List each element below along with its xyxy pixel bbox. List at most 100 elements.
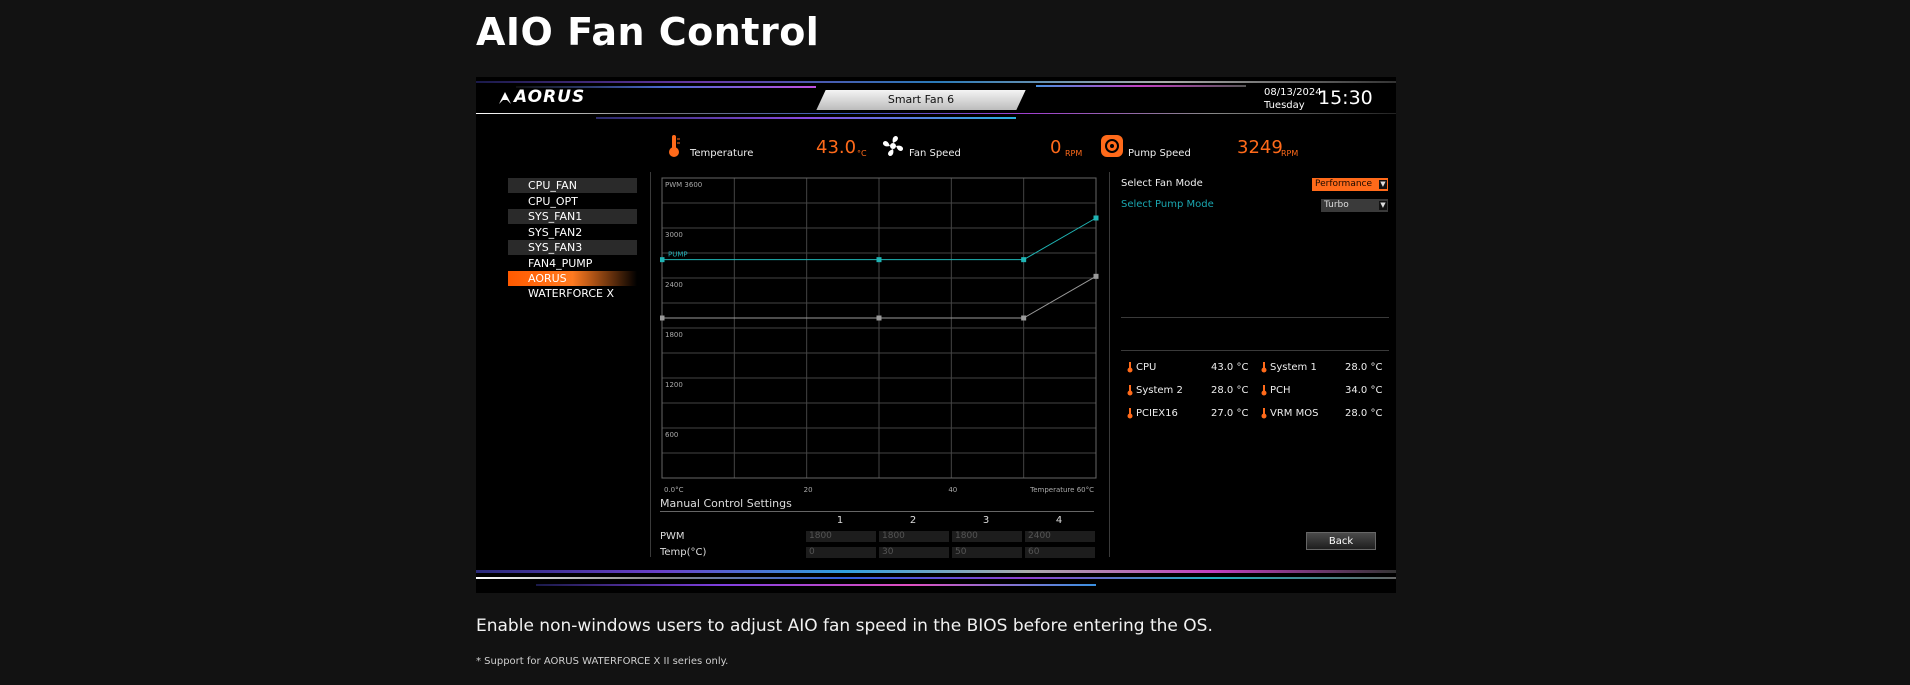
fan-icon [882,135,904,157]
date-text: 08/13/2024 [1264,87,1322,98]
x-tick-label: Temperature 60°C [1029,486,1094,494]
clock-display: 15:30 [1318,87,1373,109]
fan-list-item[interactable]: FAN4_PUMP [528,256,593,270]
sensor-name: PCIEX16 [1136,408,1178,419]
y-tick-label: 1800 [665,331,683,339]
fan-curve-point[interactable] [1093,273,1099,279]
y-tick-label: PWM 3600 [665,181,702,189]
sensor-name: System 1 [1270,362,1317,373]
y-tick-label: 1200 [665,381,683,389]
bios-screenshot: AORUS Smart Fan 6 08/13/2024 Tuesday 15:… [476,77,1396,593]
date-display: 08/13/2024 Tuesday [1264,86,1322,112]
aorus-logo-icon [499,92,511,104]
pump-curve-point[interactable] [1021,257,1027,263]
sensor-name: VRM MOS [1270,408,1319,419]
footnote: * Support for AORUS WATERFORCE X II seri… [476,656,729,667]
pwm-input-2[interactable]: 1800 [879,531,949,542]
x-tick-label: 0.0°C [664,486,684,494]
x-tick-label: 20 [804,486,813,494]
pump-speed-unit: RPM [1281,149,1299,158]
x-tick-label: 40 [948,486,957,494]
fan-list-item[interactable]: SYS_FAN2 [528,225,583,239]
fan-mode-select[interactable]: Performance ▼ [1312,178,1388,191]
fan-curve-point[interactable] [876,315,882,321]
fan-list-item[interactable]: CPU_OPT [528,194,578,208]
pump-speed-label: Pump Speed [1128,148,1191,159]
pwm-input-4[interactable]: 2400 [1025,531,1095,542]
thermometer-icon [1261,362,1267,373]
page-title: AIO Fan Control [476,10,820,54]
sensor-name: CPU [1136,362,1157,373]
pump-mode-label: Select Pump Mode [1121,199,1214,210]
sensor-value: 28.0 °C [1211,385,1249,396]
fan-list: CPU_FAN CPU_OPT SYS_FAN1 SYS_FAN2 SYS_FAN3 FA… [508,178,637,300]
manual-divider [660,511,1094,512]
pwm-input-1[interactable]: 1800 [806,531,876,542]
y-tick-label: 3000 [665,231,683,239]
chart-frame [661,177,1097,479]
temperature-value: 43.0 [816,137,857,158]
chevron-down-icon: ▼ [1379,180,1387,189]
chevron-down-icon: ▼ [1379,201,1387,210]
pump-curve-point[interactable] [876,257,882,263]
pump-mode-value: Turbo [1324,200,1349,210]
y-tick-label: 2400 [665,281,683,289]
fan-mode-value: Performance [1315,179,1373,189]
sensor-value: 27.0 °C [1211,408,1249,419]
pump-curve-point[interactable] [1093,215,1099,221]
manual-col-4: 4 [1055,515,1063,526]
pump-curve-line [662,217,1097,261]
back-button[interactable]: Back [1306,532,1376,550]
panel-divider-2 [1121,350,1389,351]
sensor-value: 43.0 °C [1211,362,1249,373]
pump-curve-point[interactable] [660,257,665,263]
temp-row-label: Temp(°C) [660,547,707,558]
fan-mode-label: Select Fan Mode [1121,178,1203,189]
temp-input-4[interactable]: 60 [1025,547,1095,558]
fan-curve-point[interactable] [1021,315,1027,321]
temperature-unit: °C [857,149,867,158]
divider-left [650,172,651,557]
fan-list-item[interactable]: AORUS WATERFORCE X [508,271,637,300]
fan-list-item[interactable]: CPU_FAN [508,178,637,193]
pwm-input-3[interactable]: 1800 [952,531,1022,542]
pump-icon [1101,135,1123,157]
pump-speed-value: 3249 [1237,137,1283,158]
pwm-row-label: PWM [660,531,685,542]
panel-divider-1 [1121,317,1389,318]
fan-speed-unit: RPM [1065,149,1083,158]
tab-smart-fan[interactable]: Smart Fan 6 [887,93,955,106]
thermometer-icon [1261,385,1267,396]
fan-speed-value: 0 [1050,137,1062,158]
temp-input-2[interactable]: 30 [879,547,949,558]
thermometer-icon [1261,408,1267,419]
pump-mode-select[interactable]: Turbo ▼ [1321,199,1388,212]
thermometer-icon [1127,385,1133,396]
fan-speed-label: Fan Speed [909,148,961,159]
manual-col-2: 2 [909,515,917,526]
y-tick-label: 600 [665,431,678,439]
sensor-value: 28.0 °C [1345,362,1383,373]
fan-curve-line [662,275,1097,319]
brand-logo: AORUS [514,87,586,107]
sensor-name: PCH [1270,385,1291,396]
manual-col-1: 1 [836,515,844,526]
feature-description: Enable non-windows users to adjust AIO f… [476,616,1213,636]
thermometer-icon [1127,362,1133,373]
divider-right [1109,172,1110,557]
day-text: Tuesday [1264,100,1305,111]
sensor-value: 34.0 °C [1345,385,1383,396]
fan-curve-chart[interactable]: PWM 3600 3000 2400 1800 1200 600 0.0°C 20 40 Temp… [660,176,1100,494]
temperature-label: Temperature [690,148,754,159]
thermometer-icon [669,135,680,157]
fan-curve-point[interactable] [660,315,665,321]
temp-input-1[interactable]: 0 [806,547,876,558]
manual-control-title: Manual Control Settings [660,497,792,510]
series-label-pump: PUMP [668,251,688,259]
manual-col-3: 3 [982,515,990,526]
temp-input-3[interactable]: 50 [952,547,1022,558]
sensor-value: 28.0 °C [1345,408,1383,419]
sensor-name: System 2 [1136,385,1183,396]
fan-list-item[interactable]: SYS_FAN3 [508,240,637,255]
fan-list-item[interactable]: SYS_FAN1 [508,209,637,224]
